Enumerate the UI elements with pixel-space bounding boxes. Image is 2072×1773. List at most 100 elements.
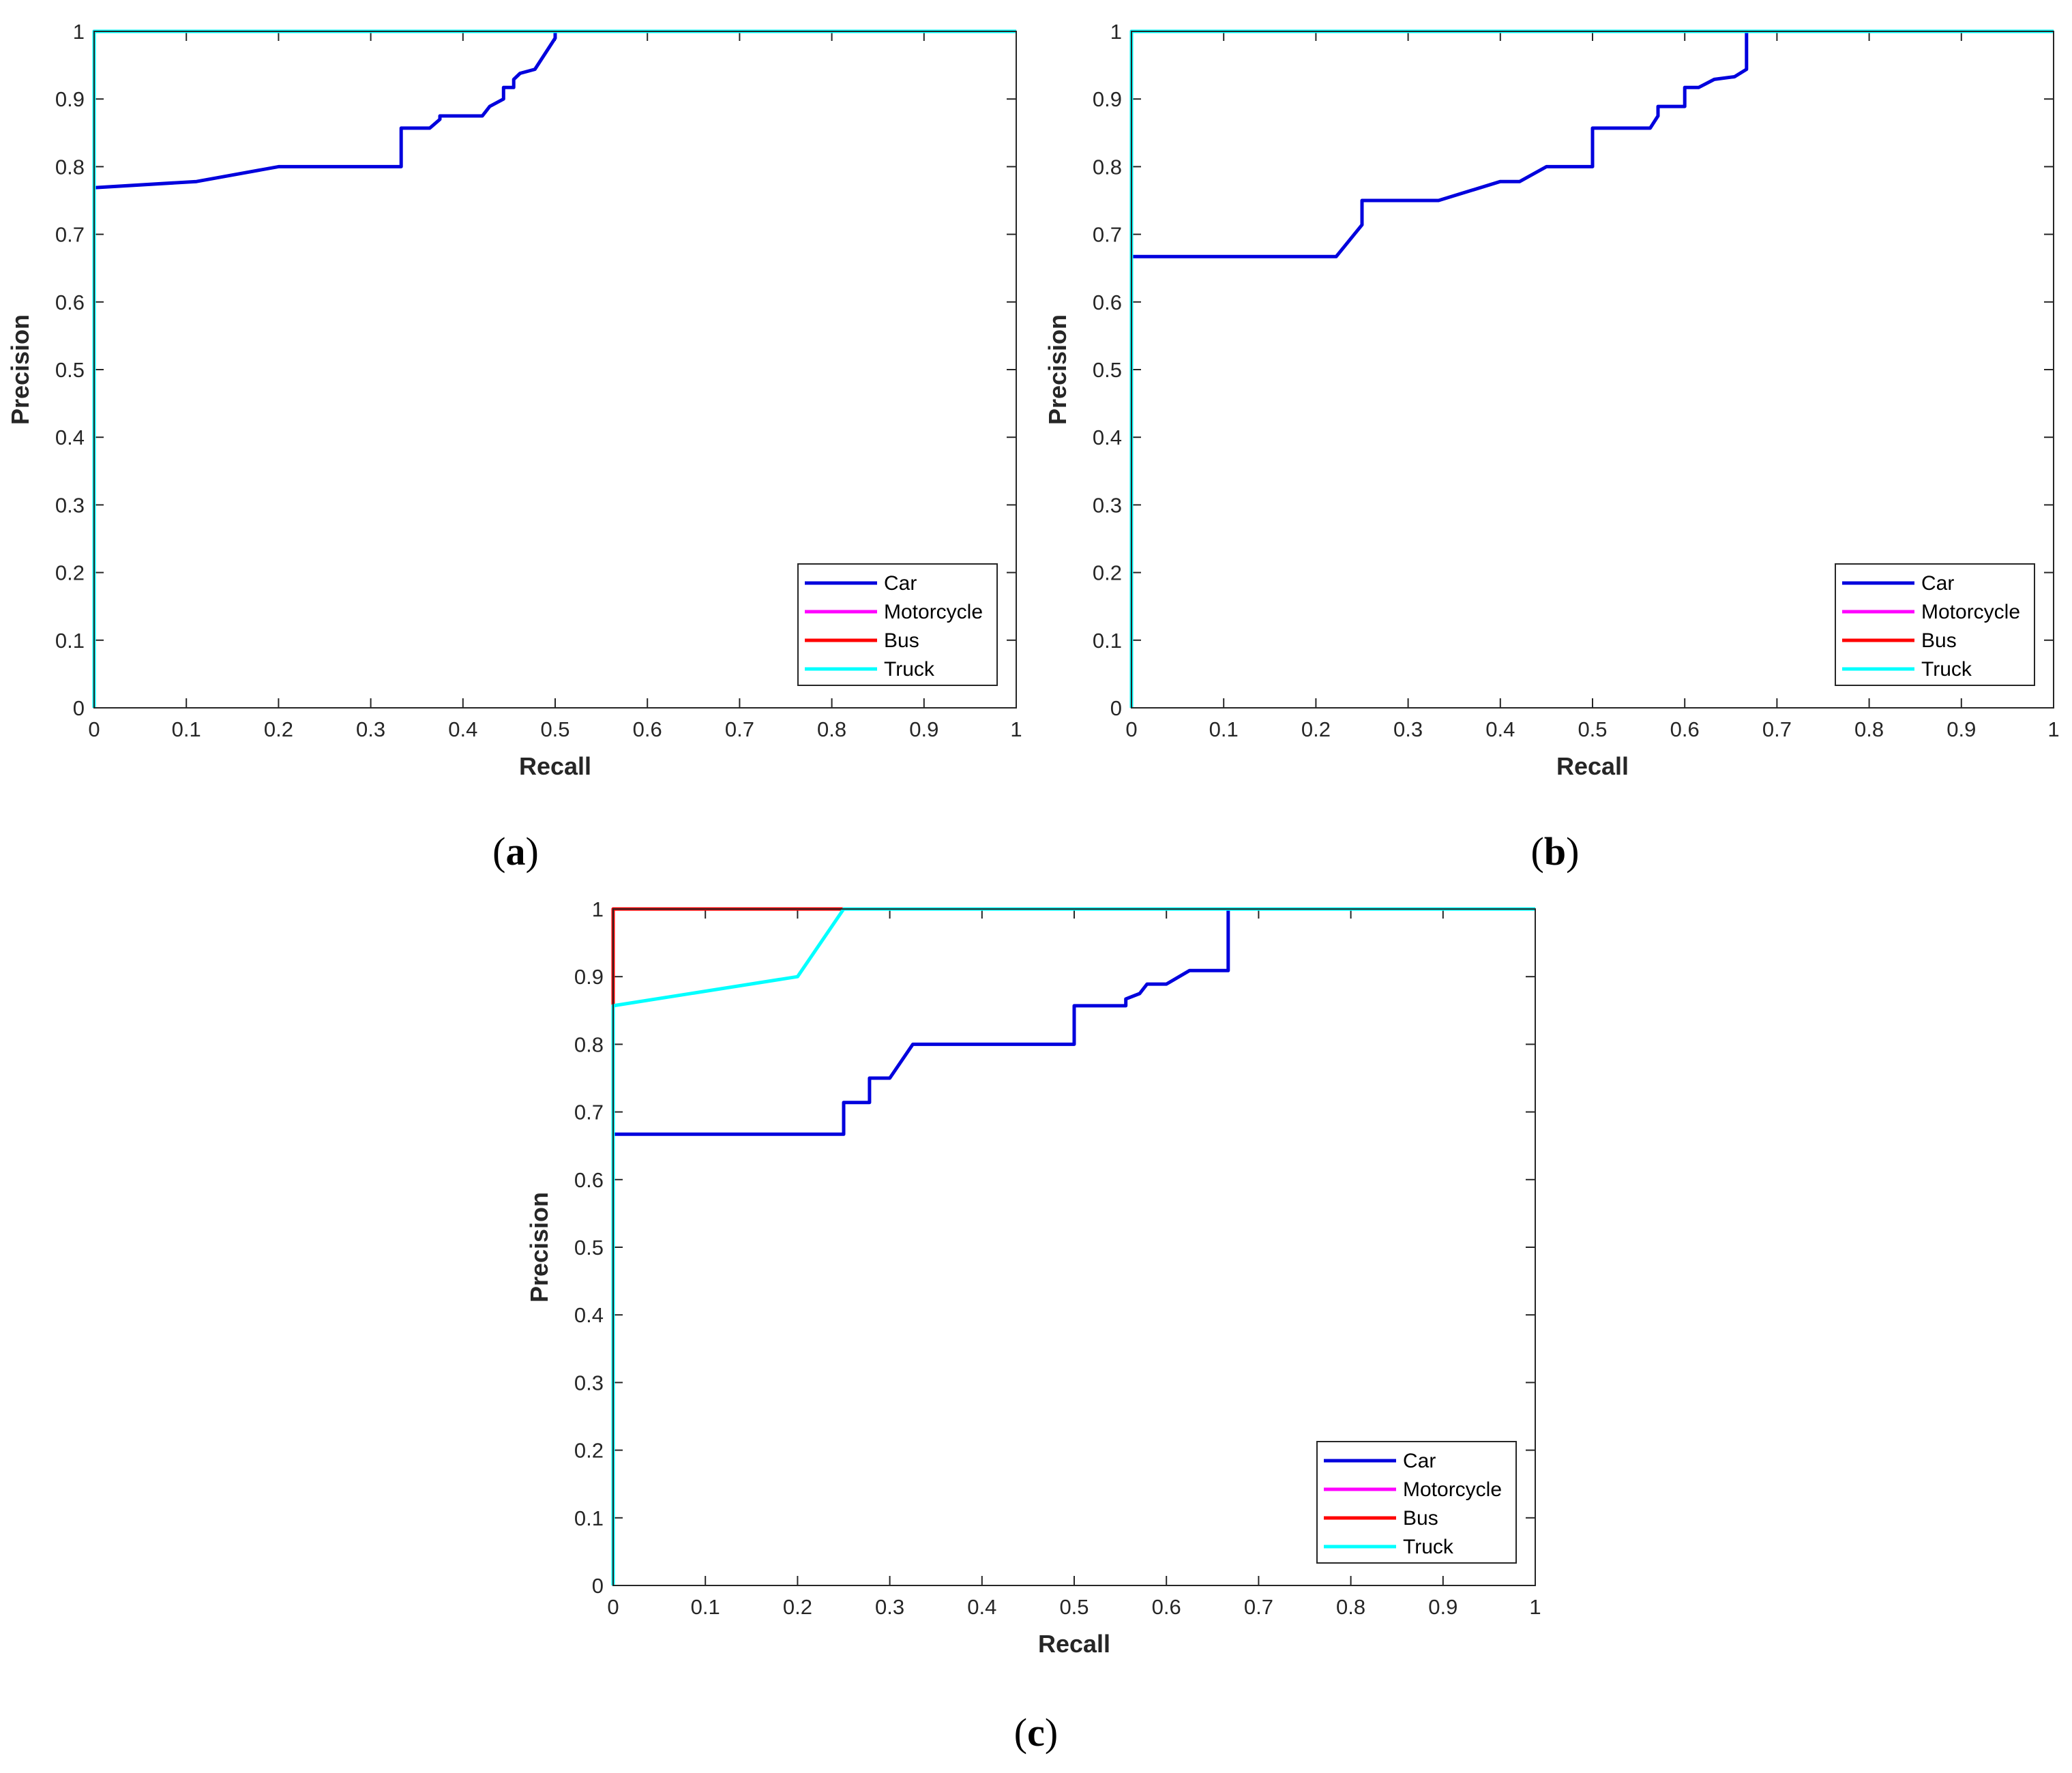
y-tick-label: 0	[1110, 696, 1122, 720]
x-tick-label: 0.9	[1947, 717, 1976, 741]
x-tick-label: 0.6	[1152, 1595, 1181, 1619]
series-line-car	[611, 907, 1535, 1585]
y-tick-label: 0.7	[55, 223, 85, 247]
x-tick-label: 0.9	[1428, 1595, 1457, 1619]
y-tick-label: 0.6	[55, 290, 85, 314]
x-tick-label: 1	[2047, 717, 2059, 741]
panel-label-b: (b)	[1531, 829, 1580, 874]
x-tick-label: 0.4	[1485, 717, 1515, 741]
y-tick-label: 0.1	[1093, 629, 1122, 653]
x-tick-label: 0.3	[1393, 717, 1423, 741]
y-axis-label: Precision	[1044, 314, 1071, 425]
x-axis-label: Recall	[1556, 752, 1629, 780]
chart-c: 0 0.1 0.2 0.3 0.4 0.5 0.6 0.7 0.8 0.9 1 0 0.1 0.2 0.3 0…	[525, 897, 1541, 1658]
legend: Car Motorcycle Bus Truck	[1316, 1441, 1517, 1564]
y-tick-label: 0.8	[1093, 155, 1122, 179]
legend-label-motorcycle: Motorcycle	[884, 601, 983, 623]
chart-a: 0 0.1 0.2 0.3 0.4 0.5 0.6 0.7 0.8 0.9 1 0 0.1 0.2 0.3 0…	[6, 20, 1022, 780]
x-tick-label: 0.6	[633, 717, 662, 741]
y-tick-label: 0	[592, 1574, 604, 1598]
y-tick-label: 0.4	[1093, 426, 1122, 449]
x-tick-label: 0.1	[1209, 717, 1239, 741]
y-tick-label: 1	[1110, 20, 1122, 44]
x-tick-label: 1	[1529, 1595, 1541, 1619]
y-tick-label: 0.5	[1093, 358, 1122, 382]
axes-frame	[612, 908, 1536, 1586]
legend-label-motorcycle: Motorcycle	[1921, 601, 2020, 623]
y-tick-label: 1	[592, 897, 604, 921]
legend-label-truck: Truck	[884, 658, 935, 681]
x-tick-label: 0.7	[1244, 1595, 1273, 1619]
x-tick-label: 0.8	[1336, 1595, 1365, 1619]
legend: Car Motorcycle Bus Truck	[797, 563, 998, 686]
x-tick-label: 0.1	[172, 717, 201, 741]
y-tick-label: 0.3	[1093, 493, 1122, 517]
y-tick-label: 0.8	[574, 1032, 604, 1056]
legend: Car Motorcycle Bus Truck	[1835, 563, 2035, 686]
legend-label-car: Car	[884, 572, 917, 595]
x-tick-label: 0.6	[1670, 717, 1700, 741]
series-line-car	[92, 29, 1016, 708]
x-tick-label: 0.2	[264, 717, 293, 741]
y-tick-label: 0.9	[1093, 87, 1122, 111]
y-tick-label: 0.5	[55, 358, 85, 382]
legend-label-car: Car	[1921, 572, 1954, 595]
y-tick-label: 0.9	[55, 87, 85, 111]
axes-frame	[93, 31, 1017, 709]
x-tick-label: 0.1	[691, 1595, 720, 1619]
x-tick-label: 0.8	[1854, 717, 1884, 741]
legend-label-motorcycle: Motorcycle	[1403, 1478, 1502, 1501]
y-tick-label: 0.5	[574, 1236, 604, 1260]
series-line-car	[1129, 29, 2054, 708]
legend-label-bus: Bus	[1403, 1507, 1438, 1530]
panel-label-c: (c)	[1014, 1710, 1058, 1755]
legend-label-bus: Bus	[1921, 629, 1957, 652]
legend-label-truck: Truck	[1403, 1536, 1454, 1558]
y-tick-label: 0.7	[1093, 223, 1122, 247]
y-tick-label: 0.6	[574, 1168, 604, 1192]
y-tick-label: 0.2	[55, 561, 85, 585]
x-tick-label: 0.2	[783, 1595, 812, 1619]
x-tick-label: 0.4	[967, 1595, 996, 1619]
y-tick-label: 0.2	[574, 1439, 604, 1463]
x-tick-label: 0.8	[817, 717, 846, 741]
y-tick-label: 0.9	[574, 965, 604, 989]
x-tick-label: 1	[1010, 717, 1022, 741]
x-tick-label: 0.3	[875, 1595, 904, 1619]
y-tick-label: 0.6	[1093, 290, 1122, 314]
y-tick-label: 0.7	[574, 1101, 604, 1124]
x-axis-label: Recall	[1038, 1630, 1110, 1658]
x-tick-label: 0.7	[1762, 717, 1792, 741]
x-tick-label: 0.5	[1578, 717, 1607, 741]
legend-label-car: Car	[1403, 1450, 1436, 1472]
y-tick-label: 0.1	[574, 1506, 604, 1530]
legend-label-truck: Truck	[1921, 658, 1972, 681]
x-tick-label: 0.3	[356, 717, 385, 741]
x-axis-label: Recall	[519, 752, 591, 780]
charts-layer: 0 0.1 0.2 0.3 0.4 0.5 0.6 0.7 0.8 0.9 1 0 0.1 0.2 0.3 0…	[6, 20, 2060, 1658]
y-axis-label: Precision	[525, 1192, 553, 1302]
y-axis-label: Precision	[6, 314, 34, 425]
x-tick-label: 0.9	[909, 717, 938, 741]
x-tick-label: 0.2	[1301, 717, 1331, 741]
y-tick-label: 0.2	[1093, 561, 1122, 585]
y-tick-label: 0.1	[55, 629, 85, 653]
y-tick-label: 0.4	[55, 426, 85, 449]
x-tick-label: 0.5	[1059, 1595, 1089, 1619]
x-tick-label: 0.5	[540, 717, 569, 741]
x-tick-label: 0	[1125, 717, 1137, 741]
y-tick-label: 0	[73, 696, 85, 720]
chart-b: 0 0.1 0.2 0.3 0.4 0.5 0.6 0.7 0.8 0.9 1 0 0.1 0.2 0.3 0…	[1044, 20, 2060, 780]
x-tick-label: 0	[607, 1595, 619, 1619]
y-tick-label: 0.4	[574, 1303, 604, 1327]
legend-label-bus: Bus	[884, 629, 919, 652]
x-tick-label: 0.4	[448, 717, 477, 741]
y-tick-label: 1	[73, 20, 85, 44]
x-tick-label: 0.7	[725, 717, 754, 741]
y-tick-label: 0.3	[574, 1371, 604, 1395]
y-tick-label: 0.3	[55, 493, 85, 517]
x-tick-label: 0	[88, 717, 100, 741]
panel-label-a: (a)	[492, 829, 539, 874]
axes-frame	[1131, 31, 2054, 709]
